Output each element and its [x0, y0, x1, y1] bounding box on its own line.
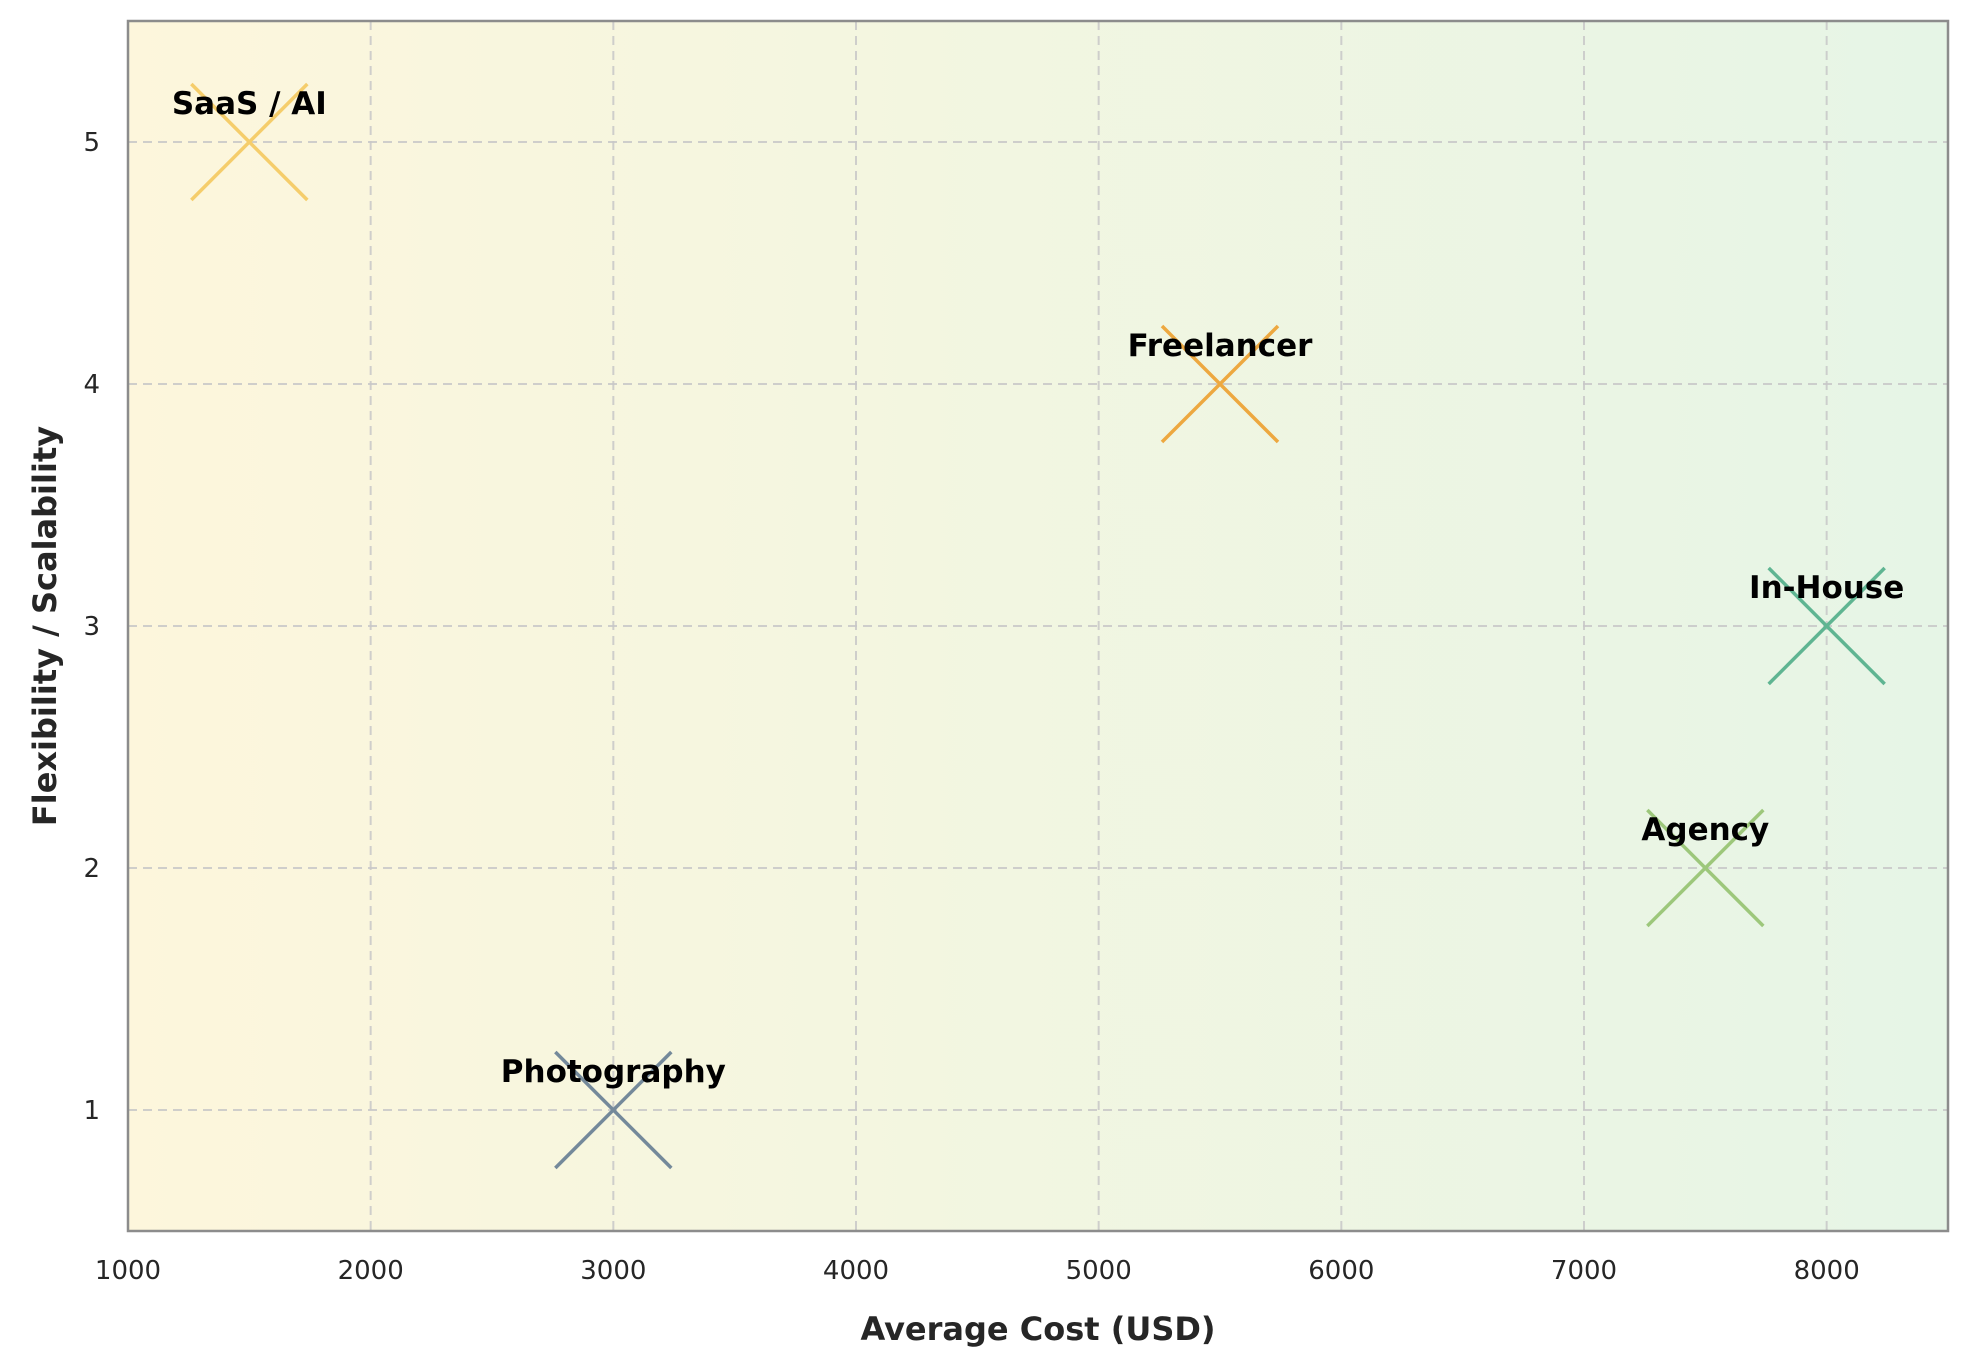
x-tick-label: 5000 — [1066, 1256, 1132, 1286]
plot-frame — [126, 19, 1950, 1233]
y-tick-label: 1 — [83, 1096, 100, 1126]
data-point-marker — [1646, 808, 1765, 928]
data-point-label: Photography — [501, 1054, 726, 1090]
data-point-label: SaaS / AI — [172, 86, 327, 122]
y-tick-label: 5 — [83, 128, 100, 158]
point-labels: SaaS / AI Freelancer In-House Agency Photogr… — [172, 86, 1904, 1090]
x-tick-label: 6000 — [1308, 1256, 1374, 1286]
data-point-marker — [554, 1050, 673, 1170]
data-point-label: In-House — [1749, 570, 1904, 606]
data-point-marker — [190, 82, 309, 202]
x-tick-label: 4000 — [823, 1256, 889, 1286]
data-point-marker — [1160, 324, 1280, 444]
y-tick-label: 3 — [83, 612, 100, 642]
y-tick-label: 2 — [83, 854, 100, 884]
data-point-label: Freelancer — [1128, 328, 1314, 364]
data-markers — [190, 82, 1886, 1170]
y-tick-label: 4 — [83, 370, 100, 400]
x-tick-label: 2000 — [338, 1256, 404, 1286]
x-tick-label: 8000 — [1794, 1256, 1860, 1286]
y-axis-ticks: 1 2 3 4 5 — [83, 128, 100, 1126]
x-axis-label: Average Cost (USD) — [860, 1310, 1215, 1348]
grid-lines — [127, 21, 1948, 1231]
y-axis-label: Flexibility / Scalability — [26, 426, 64, 826]
x-axis-ticks: 1000 2000 3000 4000 5000 6000 7000 8000 — [95, 1256, 1860, 1286]
data-point-label: Agency — [1641, 812, 1769, 848]
x-tick-label: 7000 — [1551, 1256, 1617, 1286]
x-tick-label: 3000 — [580, 1256, 646, 1286]
x-tick-label: 1000 — [95, 1256, 161, 1286]
data-point-marker — [1767, 566, 1886, 686]
